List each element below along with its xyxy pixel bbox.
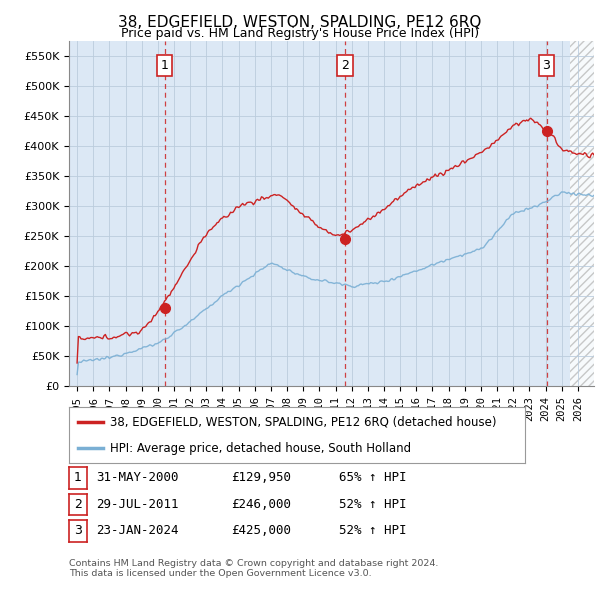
Text: HPI: Average price, detached house, South Holland: HPI: Average price, detached house, Sout…: [110, 441, 411, 454]
Text: 2: 2: [74, 498, 82, 511]
Text: 29-JUL-2011: 29-JUL-2011: [96, 498, 179, 511]
Text: 2: 2: [341, 59, 349, 72]
Text: Price paid vs. HM Land Registry's House Price Index (HPI): Price paid vs. HM Land Registry's House …: [121, 27, 479, 40]
Text: 3: 3: [74, 525, 82, 537]
Text: 52% ↑ HPI: 52% ↑ HPI: [339, 525, 407, 537]
Text: 38, EDGEFIELD, WESTON, SPALDING, PE12 6RQ (detached house): 38, EDGEFIELD, WESTON, SPALDING, PE12 6R…: [110, 416, 497, 429]
Text: £129,950: £129,950: [231, 471, 291, 484]
Text: 1: 1: [74, 471, 82, 484]
Bar: [570, 41, 600, 386]
Text: £425,000: £425,000: [231, 525, 291, 537]
Text: 3: 3: [542, 59, 550, 72]
Text: Contains HM Land Registry data © Crown copyright and database right 2024.: Contains HM Land Registry data © Crown c…: [69, 559, 439, 568]
Text: 52% ↑ HPI: 52% ↑ HPI: [339, 498, 407, 511]
Text: 65% ↑ HPI: 65% ↑ HPI: [339, 471, 407, 484]
Text: £246,000: £246,000: [231, 498, 291, 511]
Text: 1: 1: [161, 59, 169, 72]
Text: This data is licensed under the Open Government Licence v3.0.: This data is licensed under the Open Gov…: [69, 569, 371, 578]
Text: 23-JAN-2024: 23-JAN-2024: [96, 525, 179, 537]
Text: 31-MAY-2000: 31-MAY-2000: [96, 471, 179, 484]
Text: 38, EDGEFIELD, WESTON, SPALDING, PE12 6RQ: 38, EDGEFIELD, WESTON, SPALDING, PE12 6R…: [118, 15, 482, 30]
